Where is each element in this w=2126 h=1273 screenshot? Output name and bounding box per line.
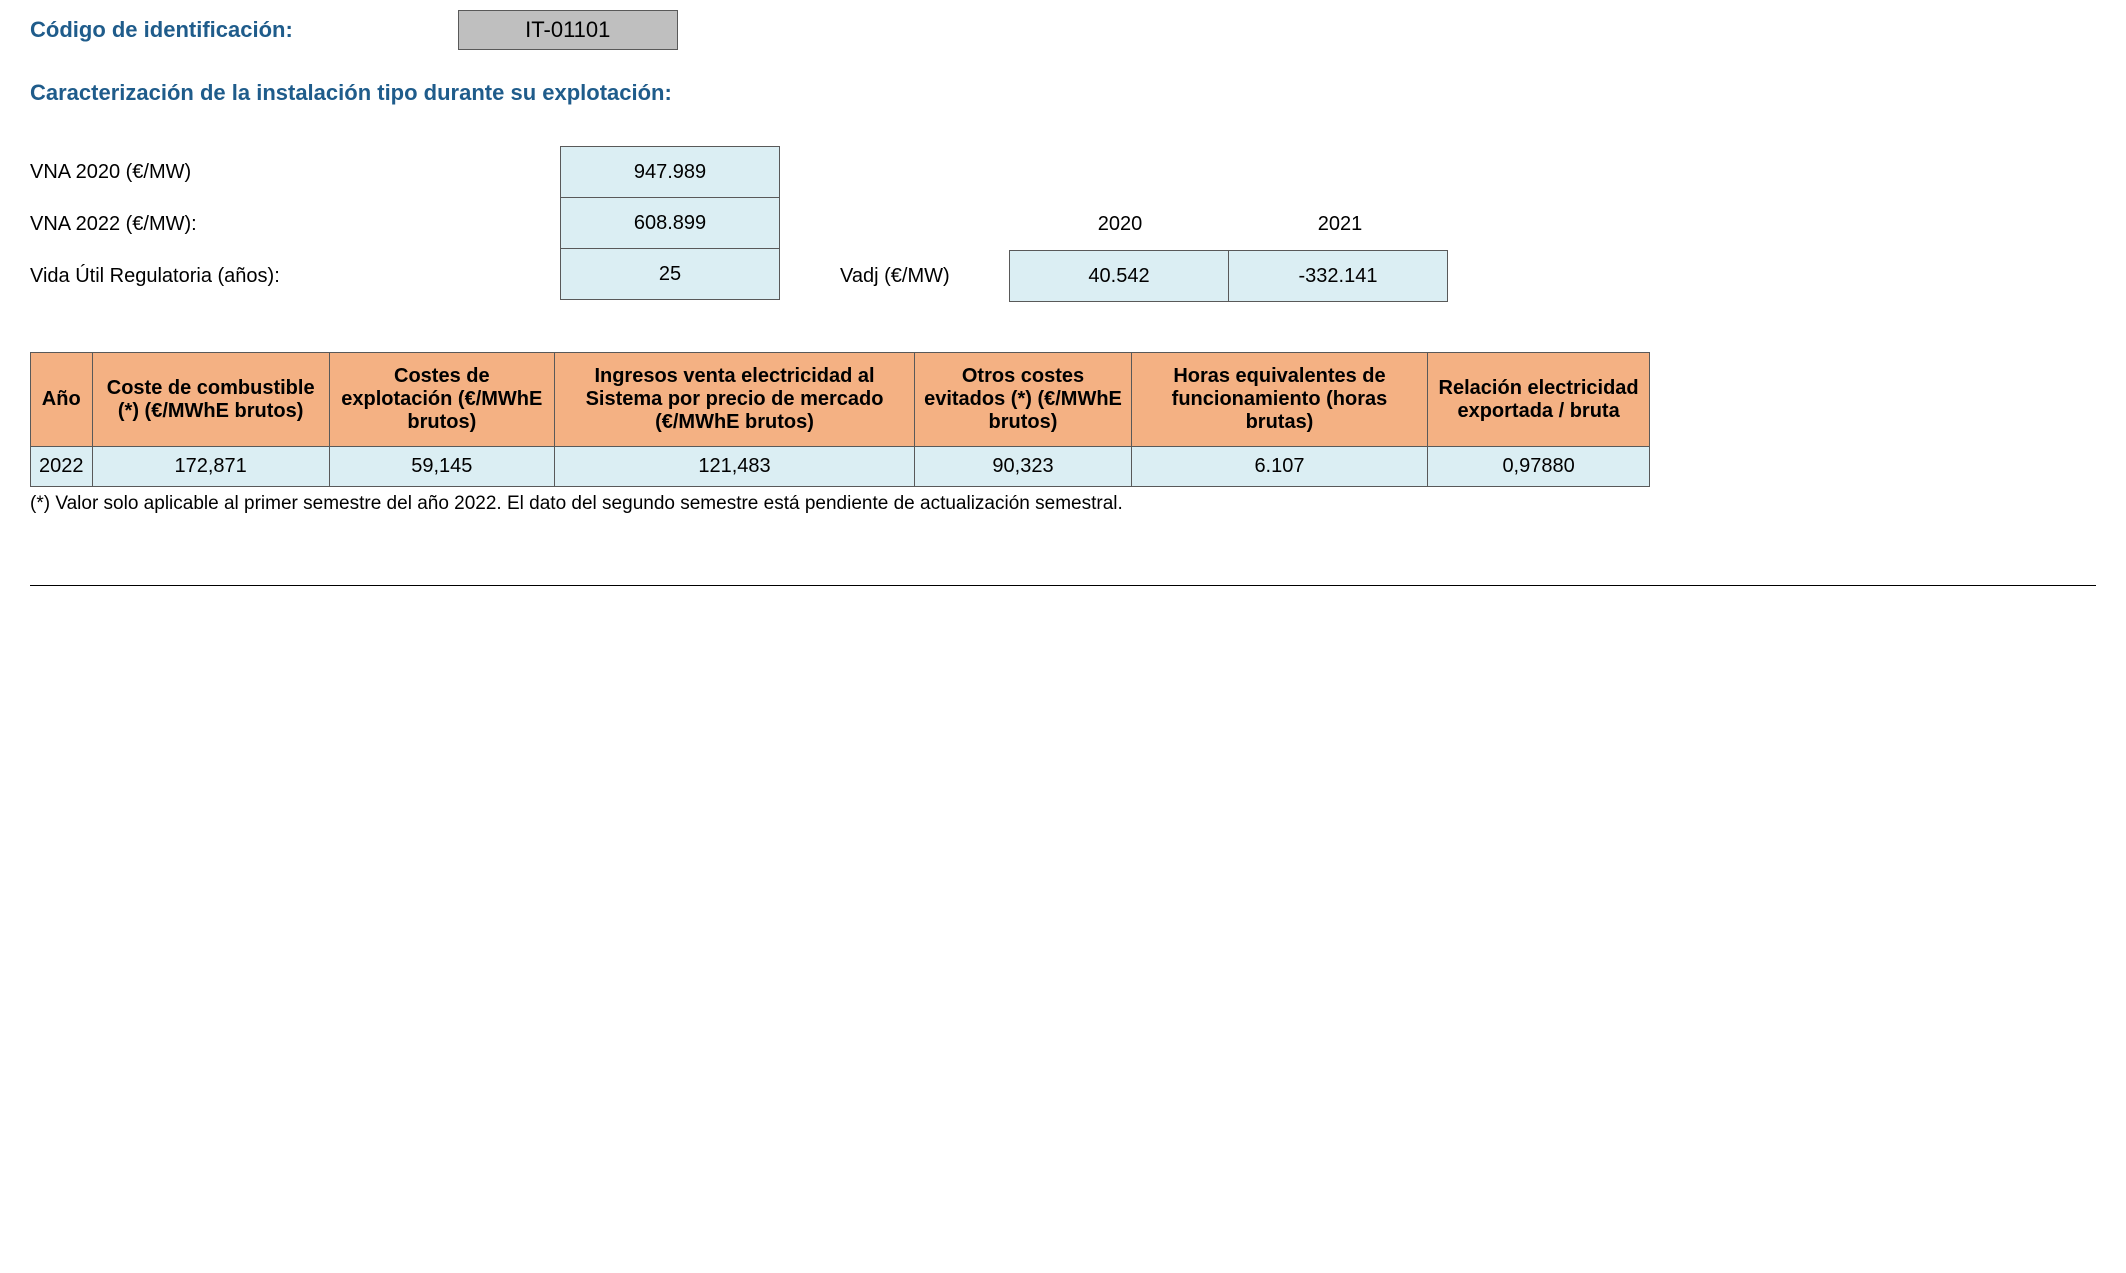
table-row: 2022 172,871 59,145 121,483 90,323 6.107…: [31, 447, 1650, 487]
cell-0-3: 121,483: [554, 447, 914, 487]
main-table: Año Coste de combustible (*) (€/MWhE bru…: [30, 352, 1650, 487]
col-5: Horas equivalentes de funcionamiento (ho…: [1131, 353, 1427, 447]
code-value-box: IT-01101: [458, 10, 678, 50]
vna2022-label: VNA 2022 (€/MW):: [30, 198, 560, 250]
cell-0-0: 2022: [31, 447, 93, 487]
vna2020-value: 947.989: [560, 146, 780, 198]
vadj-value-1: -332.141: [1228, 250, 1448, 302]
vadj-row: Vadj (€/MW) 40.542 -332.141: [840, 250, 1450, 302]
vadj-value-0: 40.542: [1009, 250, 1229, 302]
vna2022-value: 608.899: [560, 197, 780, 249]
col-0: Año: [31, 353, 93, 447]
params-label-col: VNA 2020 (€/MW) VNA 2022 (€/MW): Vida Út…: [30, 146, 560, 302]
params-value-col: 947.989 608.899 25: [560, 146, 780, 302]
divider: [30, 585, 2096, 586]
vida-util-label: Vida Útil Regulatoria (años):: [30, 250, 560, 302]
cell-0-4: 90,323: [915, 447, 1132, 487]
vadj-label: Vadj (€/MW): [840, 250, 1010, 302]
cell-0-1: 172,871: [92, 447, 329, 487]
col-3: Ingresos venta electricidad al Sistema p…: [554, 353, 914, 447]
vadj-years-row: 2020 2021: [1010, 198, 1450, 250]
header-row: Código de identificación: IT-01101: [30, 10, 2096, 50]
cell-0-6: 0,97880: [1428, 447, 1650, 487]
main-table-body: 2022 172,871 59,145 121,483 90,323 6.107…: [31, 447, 1650, 487]
vadj-year-1: 2021: [1230, 198, 1450, 250]
params-block: VNA 2020 (€/MW) VNA 2022 (€/MW): Vida Út…: [30, 146, 2096, 302]
cell-0-5: 6.107: [1131, 447, 1427, 487]
vadj-block: 2020 2021 Vadj (€/MW) 40.542 -332.141: [840, 198, 1450, 302]
vida-util-value: 25: [560, 248, 780, 300]
vadj-year-0: 2020: [1010, 198, 1230, 250]
col-1: Coste de combustible (*) (€/MWhE brutos): [92, 353, 329, 447]
cell-0-2: 59,145: [329, 447, 554, 487]
col-2: Costes de explotación (€/MWhE brutos): [329, 353, 554, 447]
table-header-row: Año Coste de combustible (*) (€/MWhE bru…: [31, 353, 1650, 447]
col-4: Otros costes evitados (*) (€/MWhE brutos…: [915, 353, 1132, 447]
params-left: VNA 2020 (€/MW) VNA 2022 (€/MW): Vida Út…: [30, 146, 780, 302]
code-label: Código de identificación:: [30, 17, 293, 43]
main-table-head: Año Coste de combustible (*) (€/MWhE bru…: [31, 353, 1650, 447]
footnote: (*) Valor solo aplicable al primer semes…: [30, 493, 2096, 515]
vna2020-label: VNA 2020 (€/MW): [30, 146, 560, 198]
section-title: Caracterización de la instalación tipo d…: [30, 80, 2096, 106]
col-6: Relación electricidad exportada / bruta: [1428, 353, 1650, 447]
